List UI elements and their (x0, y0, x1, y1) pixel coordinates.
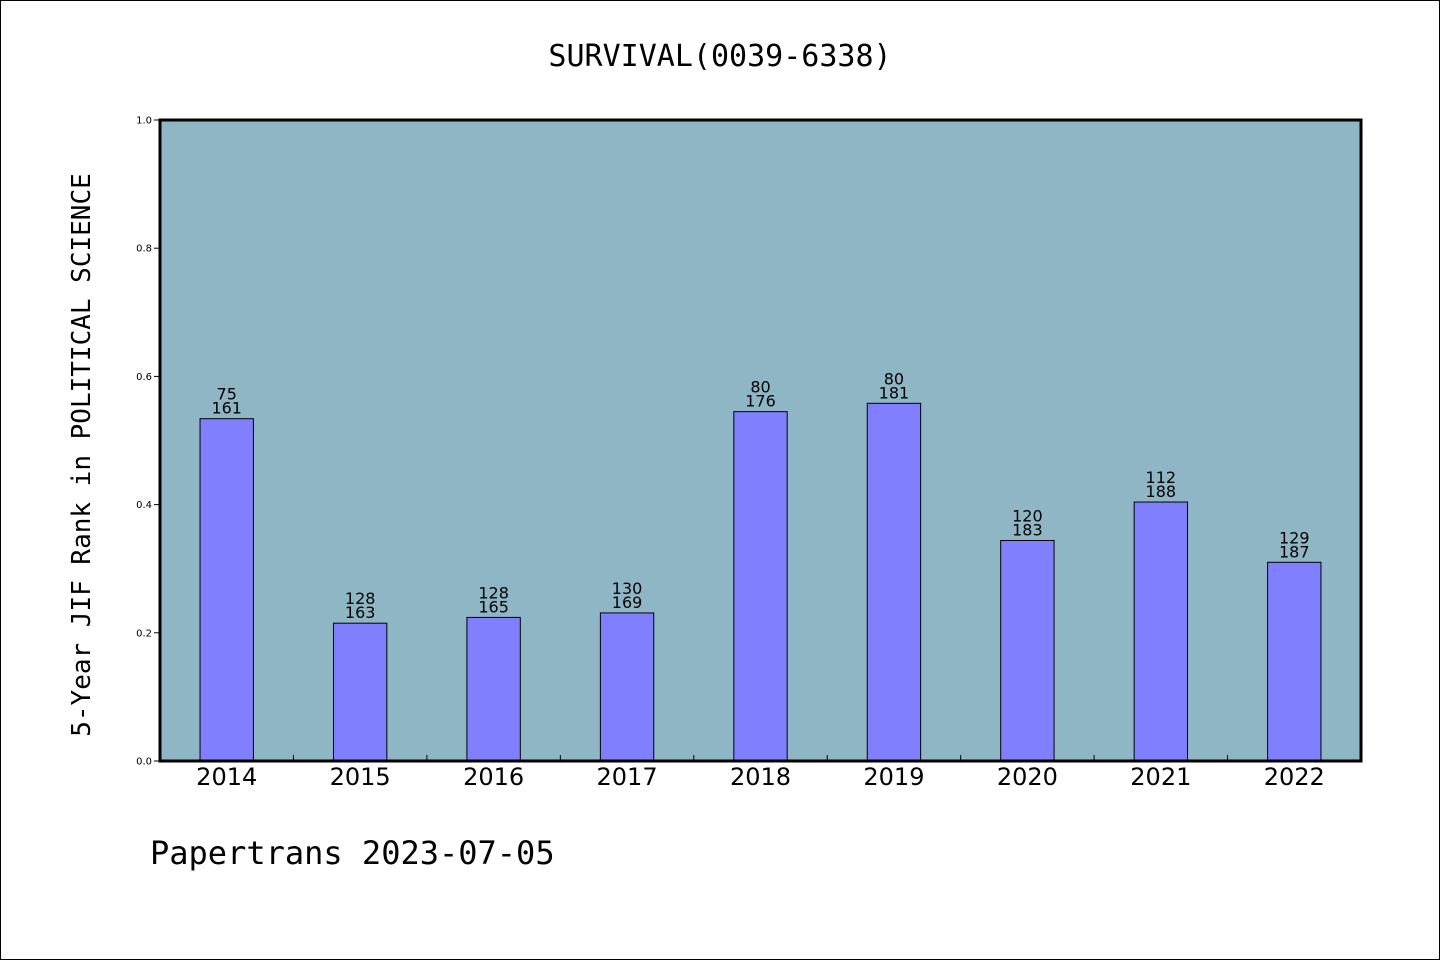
bar-label-rank: 130 (612, 579, 643, 598)
plot-border (158, 118, 1363, 763)
bar-label-rank: 80 (750, 378, 770, 397)
bar-label-total: 169 (612, 593, 643, 612)
bar-label-rank: 75 (217, 385, 237, 404)
bar-2017 (599, 612, 655, 762)
y-axis-label: 5-Year JIF Rank in POLITICAL SCIENCE (67, 173, 97, 737)
bar-label-rank: 128 (478, 583, 509, 602)
x-axis-ticks: 2014 2015 2016 2017 2018 2019 2020 2021 2022 (196, 755, 1325, 791)
y-tick-label: 0.4 (136, 500, 152, 511)
bar-label-total: 183 (1012, 520, 1043, 539)
x-tick-label: 2021 (1130, 763, 1191, 791)
bar-label-total: 187 (1279, 542, 1310, 561)
bars (199, 402, 1322, 762)
bar-label-total: 165 (478, 597, 509, 616)
y-axis-ticks: 0.0 0.2 0.4 0.6 0.8 1.0 (136, 116, 160, 768)
chart-title: SURVIVAL(0039-6338) (548, 39, 891, 74)
bar-labels: 7516112816312816513016980176801811201831… (211, 369, 1309, 622)
bar-label-total: 161 (211, 399, 242, 418)
bar-label-rank: 80 (884, 369, 904, 388)
y-tick-label: 0.0 (136, 757, 152, 768)
y-tick-label: 0.6 (136, 372, 152, 383)
bar-2021 (1133, 501, 1189, 762)
x-tick-label: 2014 (196, 763, 257, 791)
bar-2020 (1000, 539, 1055, 762)
y-tick-label: 1.0 (136, 116, 152, 127)
x-tick-label: 2015 (330, 763, 391, 791)
bar-2022 (1267, 561, 1322, 762)
footer-credit: Papertrans 2023-07-05 (150, 834, 555, 872)
x-tick-label: 2017 (597, 763, 658, 791)
bar-label-total: 188 (1146, 482, 1177, 501)
bar-label-total: 181 (879, 383, 910, 402)
bar-2018 (733, 411, 788, 762)
bar-label-rank: 120 (1012, 506, 1043, 525)
bar-2014 (199, 418, 254, 762)
bar-2016 (466, 616, 521, 762)
y-tick-label: 0.8 (136, 244, 152, 255)
x-tick-label: 2019 (863, 763, 924, 791)
x-tick-label: 2020 (997, 763, 1058, 791)
x-tick-label: 2018 (730, 763, 791, 791)
x-tick-label: 2022 (1264, 763, 1325, 791)
bar-label-rank: 128 (345, 589, 376, 608)
y-tick-label: 0.2 (136, 628, 152, 639)
x-tick-label: 2016 (463, 763, 524, 791)
bar-2015 (332, 622, 388, 762)
bar-label-rank: 129 (1279, 528, 1310, 547)
bar-2019 (866, 402, 922, 762)
bar-label-rank: 112 (1146, 468, 1177, 487)
bar-label-total: 176 (745, 392, 776, 411)
bar-label-total: 163 (345, 603, 376, 622)
